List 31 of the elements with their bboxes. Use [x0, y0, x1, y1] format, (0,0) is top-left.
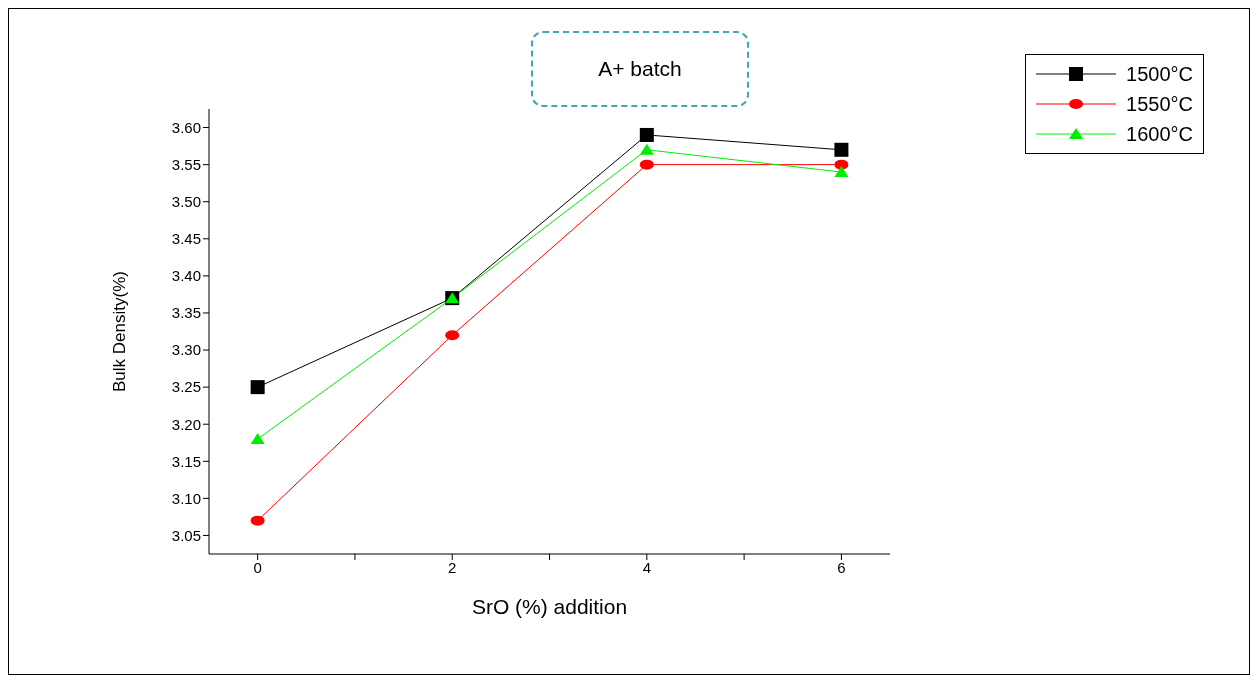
legend-label: 1500°C	[1126, 62, 1193, 86]
x-tick-label: 4	[642, 558, 651, 576]
point	[834, 166, 849, 178]
point	[639, 159, 654, 170]
chart-title: A+ batch	[531, 31, 749, 107]
point	[639, 127, 654, 142]
y-tick-label: 3.45	[171, 230, 201, 248]
point	[445, 330, 460, 341]
legend-label: 1550°C	[1126, 92, 1193, 116]
point	[834, 142, 849, 157]
y-tick-label: 3.55	[171, 155, 201, 173]
y-tick-label: 3.60	[171, 118, 201, 136]
x-tick-label: 6	[837, 558, 846, 576]
y-tick-label: 3.25	[171, 378, 201, 396]
y-tick-label: 3.15	[171, 452, 201, 470]
y-tick-label: 3.50	[171, 193, 201, 211]
y-tick-label: 3.35	[171, 304, 201, 322]
y-tick-label: 3.10	[171, 489, 201, 507]
y-tick-label: 3.40	[171, 267, 201, 285]
point	[250, 380, 265, 395]
y-tick-label: 3.05	[171, 526, 201, 544]
point	[639, 143, 654, 155]
legend-label: 1600°C	[1126, 122, 1193, 146]
point	[250, 433, 265, 445]
x-tick-label: 0	[253, 558, 262, 576]
y-tick-label: 3.20	[171, 415, 201, 433]
point	[250, 515, 265, 526]
x-tick-label: 2	[448, 558, 457, 576]
x-axis-title: SrO (%) addition	[471, 595, 628, 618]
y-tick-label: 3.30	[171, 341, 201, 359]
y-axis-title: Bulk Density(%)	[110, 271, 130, 392]
